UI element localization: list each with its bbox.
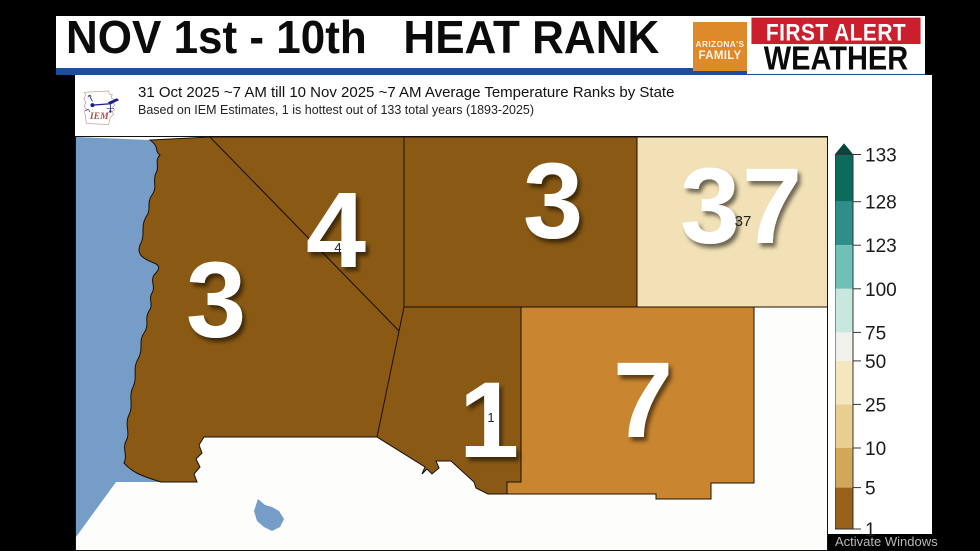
svg-text:10: 10: [865, 439, 886, 460]
svg-text:100: 100: [865, 280, 897, 301]
svg-text:3: 3: [186, 239, 246, 360]
svg-text:25: 25: [865, 395, 886, 416]
svg-text:37: 37: [735, 213, 752, 230]
svg-text:4: 4: [306, 169, 366, 290]
svg-text:5: 5: [865, 479, 876, 500]
svg-text:50: 50: [865, 352, 886, 373]
svg-text:123: 123: [865, 236, 897, 257]
svg-text:IEM: IEM: [89, 111, 109, 122]
svg-text:1: 1: [487, 410, 494, 425]
svg-text:3: 3: [523, 140, 583, 261]
svg-text:75: 75: [865, 323, 886, 344]
svg-text:3: 3: [680, 145, 740, 266]
svg-text:133: 133: [865, 146, 897, 167]
svg-text:128: 128: [865, 193, 897, 214]
svg-text:4: 4: [334, 240, 341, 255]
svg-text:7: 7: [613, 339, 673, 460]
svg-text:7: 7: [742, 145, 802, 266]
